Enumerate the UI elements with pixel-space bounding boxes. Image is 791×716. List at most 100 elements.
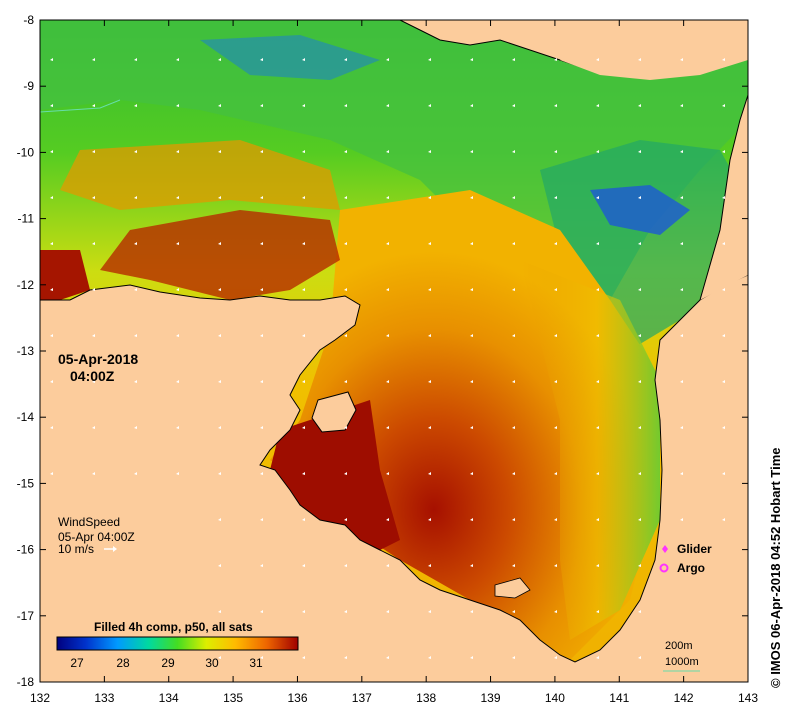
wind-arrow bbox=[260, 610, 263, 613]
wind-arrow bbox=[638, 334, 641, 337]
wind-arrow bbox=[512, 334, 515, 337]
wind-arrow bbox=[344, 196, 347, 199]
argo-marker-icon bbox=[659, 563, 669, 573]
wind-arrow bbox=[722, 58, 725, 61]
wind-arrow bbox=[680, 104, 683, 107]
wind-arrow bbox=[260, 426, 263, 429]
wind-arrow bbox=[512, 196, 515, 199]
wind-arrow bbox=[302, 150, 305, 153]
wind-arrow bbox=[218, 242, 221, 245]
wind-arrow bbox=[638, 610, 641, 613]
wind-arrow bbox=[386, 656, 389, 659]
y-tick-label: -16 bbox=[17, 543, 35, 557]
wind-arrow bbox=[218, 518, 221, 521]
colorbar-tick-label: 31 bbox=[249, 656, 263, 670]
wind-arrow bbox=[260, 242, 263, 245]
wind-arrow bbox=[50, 242, 53, 245]
land-island-west bbox=[311, 391, 357, 433]
wind-arrow bbox=[470, 242, 473, 245]
wind-arrow bbox=[260, 518, 263, 521]
wind-arrow bbox=[92, 196, 95, 199]
wind-arrow bbox=[386, 518, 389, 521]
wind-arrow bbox=[260, 58, 263, 61]
wind-arrow bbox=[470, 426, 473, 429]
wind-arrow bbox=[176, 196, 179, 199]
wind-arrow bbox=[260, 656, 263, 659]
wind-arrow bbox=[302, 104, 305, 107]
wind-arrow bbox=[722, 518, 725, 521]
wind-arrow bbox=[134, 150, 137, 153]
wind-arrow bbox=[176, 380, 179, 383]
wind-arrow bbox=[722, 426, 725, 429]
wind-arrow bbox=[134, 104, 137, 107]
wind-arrow bbox=[596, 196, 599, 199]
wind-arrow bbox=[680, 518, 683, 521]
wind-arrow bbox=[512, 426, 515, 429]
land-island-south bbox=[494, 577, 531, 599]
wind-arrow bbox=[554, 58, 557, 61]
wind-arrow bbox=[302, 380, 305, 383]
wind-arrow bbox=[428, 334, 431, 337]
wind-arrow bbox=[638, 518, 641, 521]
wind-arrow bbox=[386, 564, 389, 567]
wind-arrow bbox=[470, 196, 473, 199]
wind-arrow bbox=[260, 472, 263, 475]
wind-arrow bbox=[302, 656, 305, 659]
colorbar-tick-label: 29 bbox=[161, 656, 175, 670]
land-new-guinea-south bbox=[560, 20, 748, 80]
wind-arrow bbox=[554, 196, 557, 199]
wind-arrow bbox=[344, 610, 347, 613]
y-tick-label: -17 bbox=[17, 609, 35, 623]
wind-arrow bbox=[428, 196, 431, 199]
wind-arrow bbox=[302, 196, 305, 199]
wind-arrow bbox=[554, 656, 557, 659]
wind-arrow bbox=[176, 242, 179, 245]
wind-arrow bbox=[218, 380, 221, 383]
x-tick-label: 138 bbox=[416, 691, 436, 705]
wind-arrow bbox=[50, 150, 53, 153]
wind-arrow bbox=[512, 610, 515, 613]
wind-arrow bbox=[722, 334, 725, 337]
wind-legend-time: 05-Apr 04:00Z bbox=[58, 530, 135, 544]
contour-200-label: 200m bbox=[665, 640, 693, 652]
wind-arrow bbox=[638, 656, 641, 659]
x-tick-label: 140 bbox=[545, 691, 565, 705]
wind-arrow bbox=[344, 518, 347, 521]
wind-legend-title: WindSpeed bbox=[58, 515, 120, 529]
legend-argo-label: Argo bbox=[677, 561, 705, 575]
wind-arrow bbox=[596, 150, 599, 153]
wind-arrow bbox=[596, 656, 599, 659]
wind-arrow bbox=[344, 104, 347, 107]
wind-arrow bbox=[722, 242, 725, 245]
wind-scale-arrow-icon bbox=[104, 546, 117, 552]
wind-arrow bbox=[554, 334, 557, 337]
wind-arrow bbox=[554, 472, 557, 475]
wind-arrow bbox=[470, 610, 473, 613]
wind-arrow bbox=[554, 150, 557, 153]
wind-arrow bbox=[386, 196, 389, 199]
wind-arrow bbox=[470, 656, 473, 659]
wind-arrow bbox=[50, 104, 53, 107]
wind-arrow bbox=[386, 472, 389, 475]
wind-arrow bbox=[554, 104, 557, 107]
wind-arrow bbox=[134, 196, 137, 199]
wind-arrow bbox=[260, 196, 263, 199]
wind-arrow bbox=[218, 196, 221, 199]
wind-arrow bbox=[512, 380, 515, 383]
wind-arrow bbox=[596, 472, 599, 475]
wind-arrow bbox=[722, 104, 725, 107]
glider-marker-icon bbox=[662, 545, 668, 553]
wind-arrow bbox=[638, 104, 641, 107]
y-tick-label: -12 bbox=[17, 278, 35, 292]
wind-arrow bbox=[260, 334, 263, 337]
wind-arrow bbox=[134, 58, 137, 61]
wind-arrow bbox=[218, 58, 221, 61]
east-gradient bbox=[520, 260, 660, 640]
wind-arrow bbox=[50, 288, 53, 291]
wind-arrow bbox=[428, 472, 431, 475]
wind-arrow bbox=[218, 150, 221, 153]
wind-arrow bbox=[596, 288, 599, 291]
wind-arrow bbox=[512, 564, 515, 567]
wind-arrow bbox=[554, 380, 557, 383]
wind-arrow bbox=[596, 58, 599, 61]
